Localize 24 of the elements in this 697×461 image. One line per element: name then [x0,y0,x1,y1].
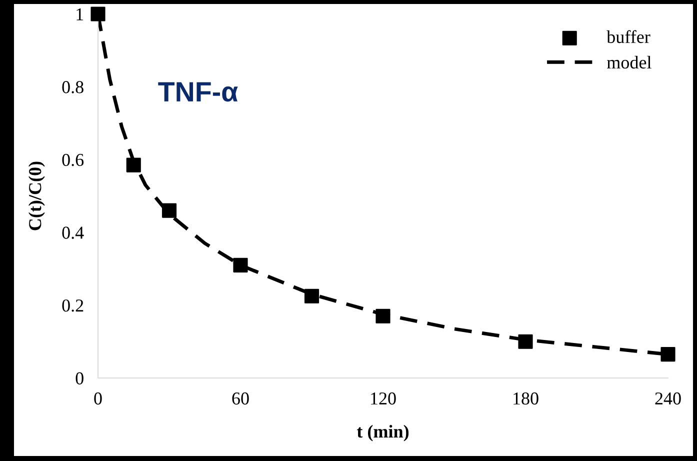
point [376,308,390,324]
y-tick-label: 0.4 [62,226,84,239]
x-tick-label: 180 [514,392,538,405]
point [126,158,141,172]
point [304,288,320,304]
x-axis-title: t (min) [356,424,409,442]
point [90,6,106,22]
point [162,203,177,218]
y-tick-label: 0.8 [62,81,84,94]
y-tick-label: 0.2 [62,299,84,312]
y-tick-label: 0.6 [62,154,84,166]
point [233,258,248,272]
legend-label: buffer [606,30,650,44]
y-axis-title: C(t)/C(0) [28,162,45,230]
legend-label: model [607,56,652,69]
x-tick-label: 0 [94,392,102,405]
y-tick-label: 1 [76,8,84,20]
annotation: TNF-α [158,82,238,102]
x-tick-label: 60 [232,392,249,405]
point [660,347,676,362]
y-tick-label: 0 [76,372,84,384]
point [518,334,533,349]
x-tick-label: 120 [371,392,396,405]
x-tick-label: 240 [655,392,681,405]
